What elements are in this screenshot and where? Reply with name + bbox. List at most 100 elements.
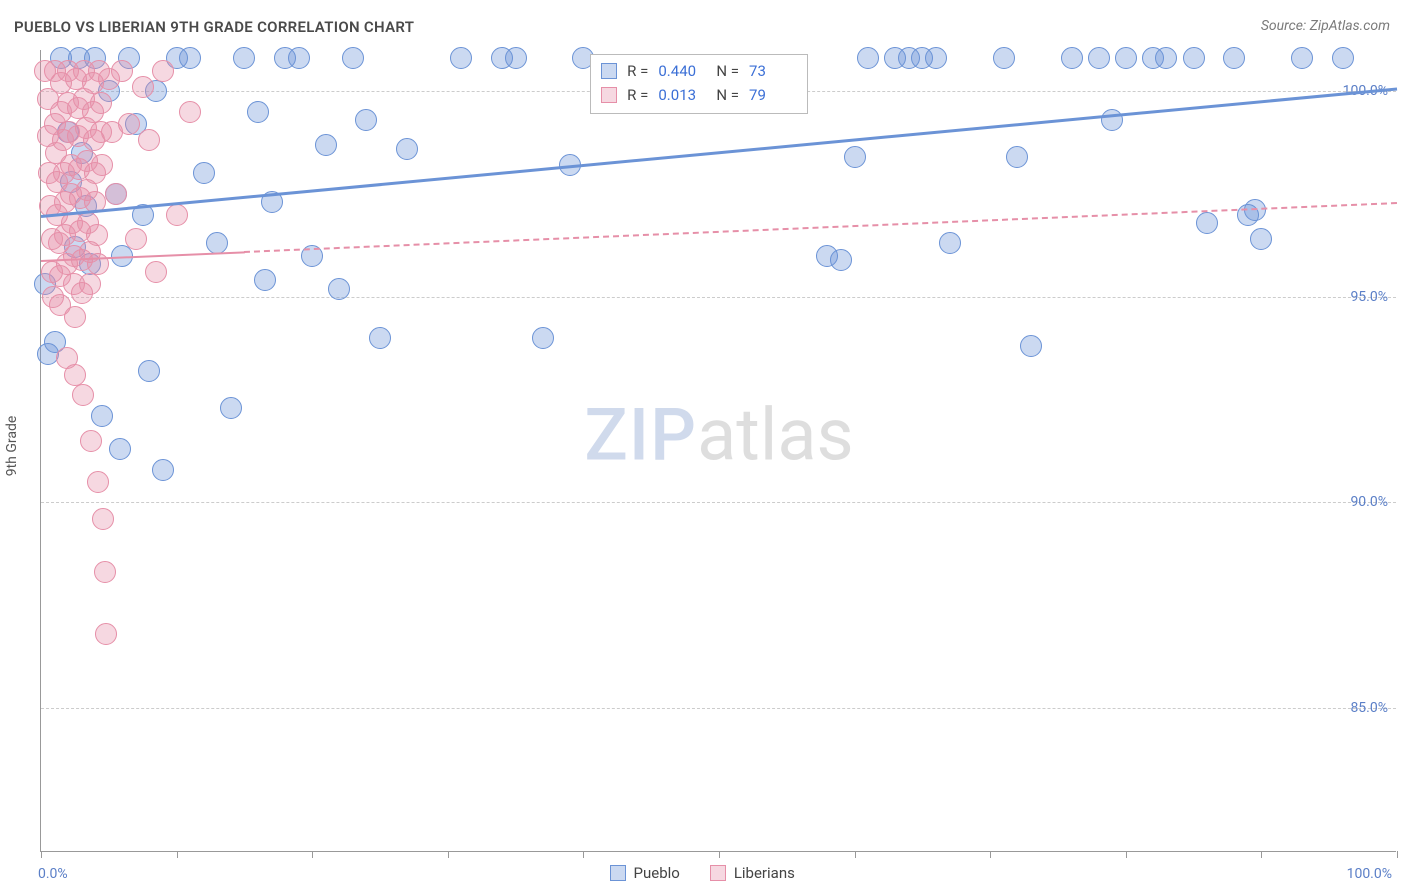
x-tick	[855, 851, 856, 858]
data-point	[1101, 109, 1123, 131]
stat-value: 0.013	[658, 83, 706, 107]
data-point	[396, 138, 418, 160]
data-point	[92, 508, 114, 530]
data-point	[118, 113, 140, 135]
y-tick-label: 85.0%	[1350, 700, 1388, 716]
data-point	[342, 47, 364, 69]
data-point	[505, 47, 527, 69]
data-point	[138, 360, 160, 382]
legend-swatch	[601, 63, 617, 79]
data-point	[315, 134, 337, 156]
data-point	[939, 232, 961, 254]
stats-row: R =0.440N =73	[601, 59, 797, 83]
gridline	[41, 708, 1396, 709]
chart-source: Source: ZipAtlas.com	[1261, 18, 1390, 34]
data-point	[328, 278, 350, 300]
x-tick	[448, 851, 449, 858]
x-tick	[177, 851, 178, 858]
data-point	[166, 204, 188, 226]
x-tick	[990, 851, 991, 858]
data-point	[1250, 228, 1272, 250]
data-point	[125, 228, 147, 250]
data-point	[152, 459, 174, 481]
legend-item: Liberians	[710, 864, 795, 882]
data-point	[233, 47, 255, 69]
chart-container: PUEBLO VS LIBERIAN 9TH GRADE CORRELATION…	[0, 0, 1406, 892]
data-point	[64, 364, 86, 386]
y-axis-title: 9th Grade	[4, 416, 20, 477]
data-point	[1196, 212, 1218, 234]
x-max-label: 100.0%	[1347, 866, 1392, 882]
stat-value: 0.440	[658, 59, 706, 83]
x-tick	[1397, 851, 1398, 858]
data-point	[179, 47, 201, 69]
data-point	[79, 273, 101, 295]
data-point	[925, 47, 947, 69]
x-tick	[41, 851, 42, 858]
data-point	[1020, 335, 1042, 357]
x-tick	[312, 851, 313, 858]
data-point	[138, 129, 160, 151]
data-point	[87, 471, 109, 493]
data-point	[72, 384, 94, 406]
data-point	[1155, 47, 1177, 69]
data-point	[355, 109, 377, 131]
stats-row: R = 0.013 N = 79	[601, 83, 797, 107]
data-point	[1115, 47, 1137, 69]
x-min-label: 0.0%	[38, 866, 68, 882]
data-point	[830, 249, 852, 271]
data-point	[86, 224, 108, 246]
data-point	[90, 92, 112, 114]
x-tick	[1261, 851, 1262, 858]
legend-item: Pueblo	[610, 864, 680, 882]
watermark: ZIPatlas	[584, 392, 853, 477]
y-tick-label: 95.0%	[1350, 289, 1388, 305]
data-point	[1061, 47, 1083, 69]
data-point	[993, 47, 1015, 69]
series-legend: Pueblo Liberians	[610, 864, 795, 882]
plot-area: 85.0%90.0%95.0%100.0%ZIPatlasR =0.440N =…	[40, 50, 1396, 852]
data-point	[1223, 47, 1245, 69]
data-point	[1332, 47, 1354, 69]
data-point	[450, 47, 472, 69]
data-point	[80, 430, 102, 452]
data-point	[109, 438, 131, 460]
y-tick-label: 90.0%	[1350, 494, 1388, 510]
stat-label: R =	[627, 83, 648, 107]
data-point	[288, 47, 310, 69]
data-point	[91, 154, 113, 176]
data-point	[132, 76, 154, 98]
legend-label: Pueblo	[634, 864, 680, 882]
data-point	[111, 60, 133, 82]
data-point	[206, 232, 228, 254]
data-point	[105, 183, 127, 205]
data-point	[87, 253, 109, 275]
legend-swatch	[710, 865, 726, 881]
stat-value: 79	[749, 83, 797, 107]
data-point	[91, 405, 113, 427]
data-point	[94, 561, 116, 583]
x-tick	[583, 851, 584, 858]
gridline	[41, 297, 1396, 298]
data-point	[95, 623, 117, 645]
stats-legend: R =0.440N =73R =0.013N =79	[590, 54, 808, 114]
data-point	[152, 60, 174, 82]
data-point	[1291, 47, 1313, 69]
x-tick	[719, 851, 720, 858]
data-point	[1006, 146, 1028, 168]
data-point	[145, 261, 167, 283]
gridline	[41, 502, 1396, 503]
data-point	[857, 47, 879, 69]
stat-label: N =	[716, 83, 739, 107]
data-point	[532, 327, 554, 349]
data-point	[193, 162, 215, 184]
data-point	[247, 101, 269, 123]
legend-swatch	[601, 87, 617, 103]
stat-label: N =	[716, 59, 739, 83]
data-point	[220, 397, 242, 419]
x-tick	[1126, 851, 1127, 858]
data-point	[1088, 47, 1110, 69]
data-point	[179, 101, 201, 123]
legend-label: Liberians	[734, 864, 795, 882]
legend-swatch	[610, 865, 626, 881]
